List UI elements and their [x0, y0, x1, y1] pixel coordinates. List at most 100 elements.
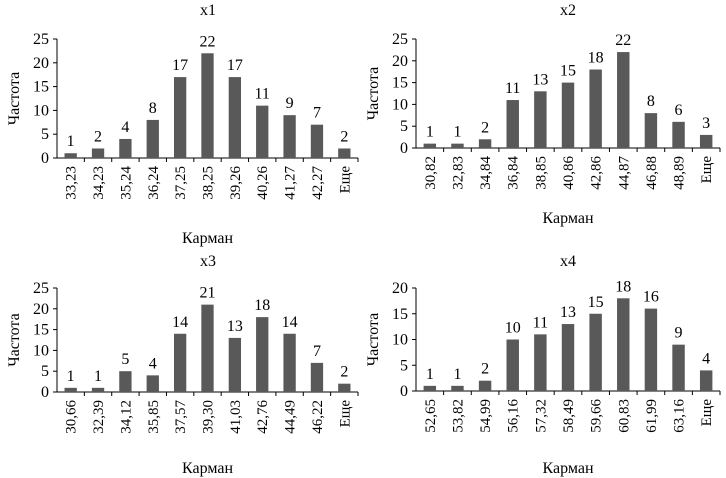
y-axis-title: Частота — [365, 67, 382, 120]
chart-x1: x1 0 5 10 15 20 25 Частота 1 33,23 2 34,23 4 35,24 8 36… — [6, 2, 359, 247]
x-tick-label: 63,16 — [672, 399, 688, 433]
data-label: 17 — [227, 57, 243, 74]
data-label: 10 — [505, 320, 521, 337]
y-tick-label: 10 — [33, 102, 49, 119]
data-label: 2 — [94, 128, 102, 145]
bar-32,83 — [451, 143, 464, 148]
bar-46,88 — [644, 113, 658, 148]
x-tick-label: 52,65 — [423, 399, 439, 433]
data-label: 13 — [532, 71, 548, 88]
data-label: 8 — [647, 93, 655, 110]
data-label: 14 — [172, 314, 188, 331]
y-tick-label: 0 — [400, 383, 408, 400]
data-label: 2 — [340, 128, 348, 145]
data-label: 2 — [481, 119, 489, 136]
data-label: 13 — [560, 304, 576, 321]
data-label: 9 — [675, 325, 683, 342]
y-tick-label: 10 — [33, 342, 49, 359]
bar-56,16 — [506, 339, 519, 391]
x-tick-label: 54,99 — [478, 399, 494, 433]
bar-35,24 — [119, 138, 132, 158]
x-tick-label: 46,22 — [310, 400, 326, 434]
bar-30,82 — [423, 143, 437, 148]
data-label: 18 — [588, 50, 604, 67]
x-tick-label: 53,82 — [450, 399, 466, 433]
data-label: 2 — [481, 361, 489, 378]
bar-46,22 — [310, 362, 324, 392]
bar-Еще — [699, 370, 713, 391]
bar-30,66 — [64, 387, 77, 392]
data-label: 2 — [340, 364, 348, 381]
y-tick-label: 5 — [41, 126, 49, 143]
x-tick-label: 60,83 — [616, 399, 632, 433]
y-tick-label: 5 — [41, 363, 49, 380]
data-label: 1 — [426, 124, 434, 141]
x-tick-label: 56,16 — [506, 399, 522, 433]
x-axis-title: Карман — [182, 230, 233, 247]
bar-42,76 — [256, 317, 269, 392]
x-tick-label: Еще — [699, 399, 715, 427]
y-tick-label: 20 — [33, 301, 49, 318]
x-tick-label: 34,84 — [478, 156, 494, 190]
bar-39,30 — [201, 304, 214, 392]
data-label: 1 — [67, 133, 75, 150]
bar-Еще — [699, 134, 713, 148]
y-tick-label: 5 — [400, 118, 408, 135]
x-tick-label: 38,85 — [533, 156, 549, 190]
data-label: 14 — [282, 314, 298, 331]
x-tick-label: 46,88 — [644, 156, 660, 190]
y-tick-label: 10 — [392, 332, 408, 349]
data-label: 7 — [313, 343, 321, 360]
data-label: 1 — [453, 124, 461, 141]
bar-52,65 — [423, 385, 437, 391]
data-label: 1 — [453, 366, 461, 383]
chart-x4: x4 0 5 10 15 20 Частота 1 52,65 1 53,82 2 54,99 10 56,… — [365, 253, 721, 477]
y-tick-label: 25 — [392, 31, 408, 48]
y-tick-label: 20 — [392, 280, 408, 297]
bar-36,84 — [506, 100, 519, 148]
data-label: 11 — [533, 314, 548, 331]
x-tick-label: 38,25 — [201, 166, 217, 200]
x-tick-label: 37,57 — [173, 400, 189, 434]
bar-36,24 — [146, 119, 159, 158]
x-tick-label: 39,30 — [201, 400, 217, 434]
y-axis-title: Частота — [6, 313, 23, 366]
bar-61,99 — [644, 308, 658, 391]
bar-Еще — [338, 148, 351, 158]
x-tick-label: Еще — [337, 400, 353, 428]
bar-58,49 — [561, 324, 575, 391]
y-axis-title: Частота — [6, 72, 23, 125]
bar-59,66 — [589, 313, 602, 391]
bar-39,26 — [228, 77, 242, 158]
chart-x3: x3 0 5 10 15 20 25 Частота 1 30,66 1 32,39 5 34,12 4 35… — [6, 253, 359, 477]
x-tick-label: 33,23 — [64, 166, 80, 200]
data-label: 3 — [702, 115, 710, 132]
bar-35,85 — [146, 375, 159, 392]
bar-48,89 — [672, 121, 685, 148]
bar-40,26 — [256, 105, 269, 158]
x-tick-label: 40,26 — [255, 166, 271, 200]
bar-42,86 — [589, 69, 602, 148]
data-label: 4 — [121, 119, 129, 136]
x-tick-label: 41,03 — [228, 400, 244, 434]
x-tick-label: 34,23 — [91, 166, 107, 200]
x-tick-label: 61,99 — [644, 399, 660, 433]
x-tick-label: 59,66 — [589, 399, 605, 433]
data-label: 11 — [505, 80, 520, 97]
x-tick-label: 48,89 — [672, 156, 688, 190]
data-label: 1 — [426, 366, 434, 383]
y-tick-label: 0 — [41, 384, 49, 401]
x-tick-label: 32,39 — [91, 400, 107, 434]
bar-42,27 — [310, 124, 324, 158]
x-axis-title: Карман — [543, 460, 594, 477]
y-tick-label: 5 — [400, 357, 408, 374]
bar-32,39 — [91, 387, 105, 392]
chart-title: x3 — [200, 253, 216, 270]
y-tick-label: 15 — [392, 75, 408, 92]
x-tick-label: 34,12 — [118, 400, 134, 434]
bar-41,03 — [228, 337, 242, 392]
x-tick-label: 44,49 — [283, 400, 299, 434]
x-tick-label: 42,27 — [310, 166, 326, 200]
data-label: 18 — [615, 278, 631, 295]
